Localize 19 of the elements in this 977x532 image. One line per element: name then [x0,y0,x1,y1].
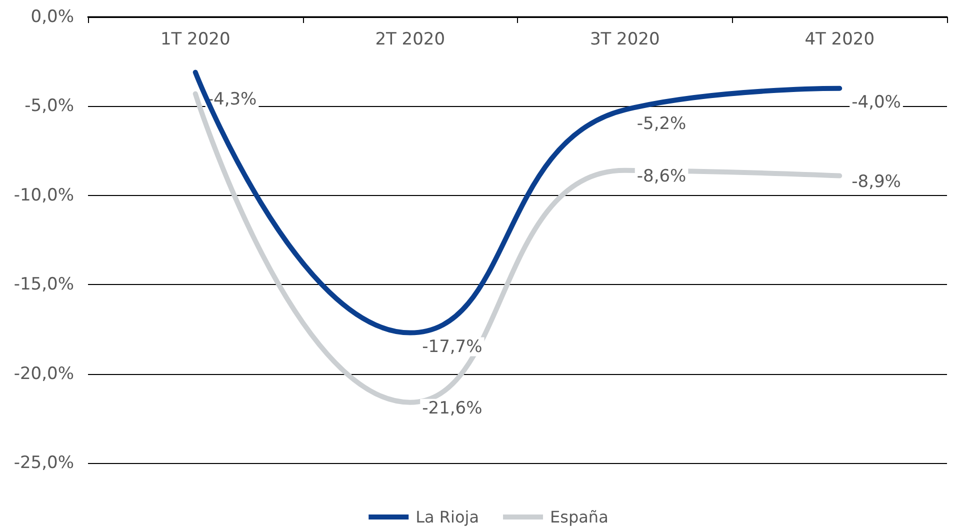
data-label: -17,7% [422,336,482,357]
data-label: -4,0% [852,92,901,112]
y-tick-label: -15,0% [14,274,74,295]
data-label: -5,2% [636,114,686,134]
y-tick-label: -10,0% [14,185,74,206]
y-tick-label: -25,0% [14,453,74,473]
y-tick-label: 0,0% [30,7,74,27]
x-tick-label: 1T 2020 [160,30,230,50]
data-label: -8,9% [852,172,901,192]
data-label: -21,6% [422,398,482,418]
y-tick-label: -20,0% [14,364,74,384]
x-tick-label: 3T 2020 [590,30,660,50]
legend-label: La Rioja [416,508,480,526]
legend-label: España [550,508,608,526]
x-tick-label: 4T 2020 [804,30,875,50]
y-tick-label: -5,0% [24,96,74,116]
x-tick-label: 2T 2020 [375,30,446,50]
data-label: -8,6% [636,166,686,186]
data-label: -4,3% [207,90,257,110]
